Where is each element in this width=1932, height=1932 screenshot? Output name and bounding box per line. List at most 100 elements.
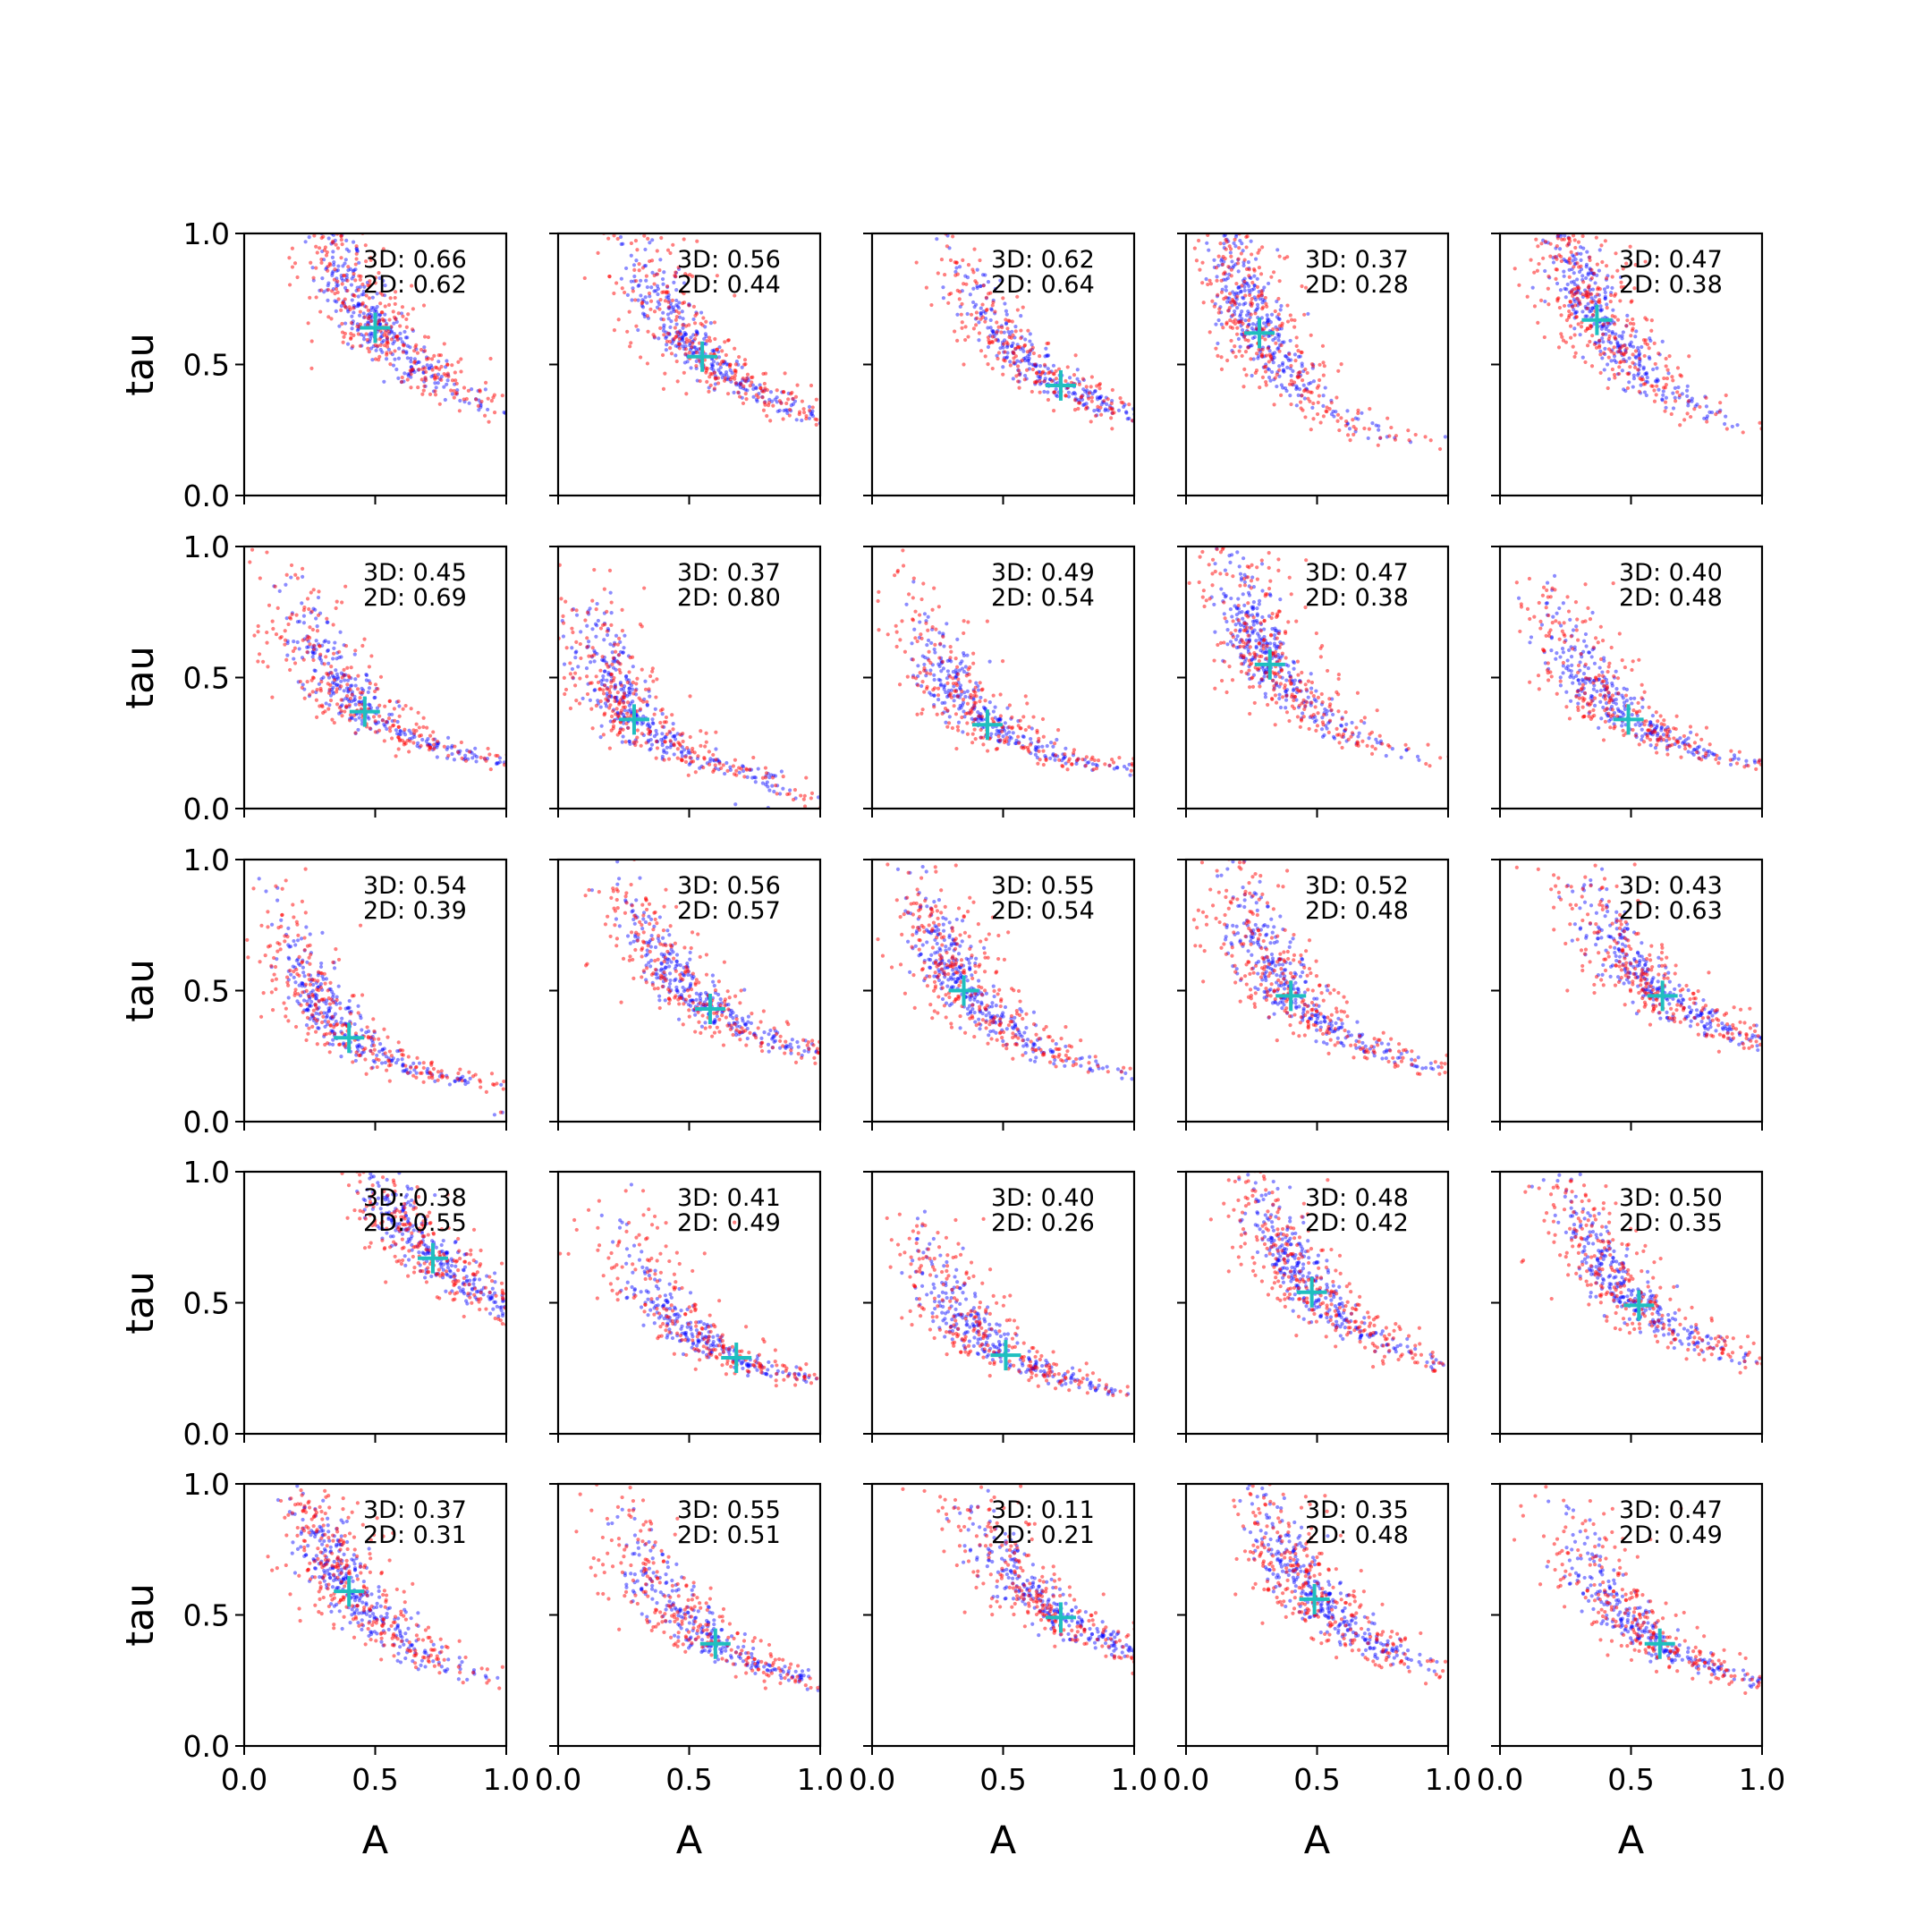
red-point (832, 496, 835, 500)
red-point (822, 783, 826, 786)
y-tick-label: 0.5 (183, 348, 230, 383)
red-point (518, 820, 521, 824)
red-point (662, 387, 665, 391)
blue-point (518, 407, 521, 411)
blue-point (300, 601, 303, 605)
red-point (1309, 334, 1313, 337)
red-point (397, 311, 401, 315)
red-point (602, 691, 606, 695)
red-point (1597, 339, 1601, 343)
blue-point (1642, 367, 1646, 370)
red-point (1774, 488, 1777, 492)
red-point (648, 308, 652, 311)
red-point (1292, 326, 1296, 329)
red-point (332, 652, 335, 656)
blue-point (832, 421, 835, 425)
blue-point (1256, 277, 1259, 281)
red-point (605, 610, 608, 614)
blue-point (1605, 302, 1608, 306)
red-point (1607, 335, 1611, 338)
red-point (1262, 326, 1266, 330)
red-point (832, 778, 835, 782)
blue-point (1146, 771, 1149, 775)
blue-point (382, 380, 386, 384)
red-point (1536, 269, 1539, 273)
blue-point (832, 447, 835, 451)
blue-point (1146, 774, 1149, 777)
blue-point (1146, 785, 1149, 789)
blue-point (1218, 225, 1222, 228)
red-point (323, 662, 326, 665)
blue-point (1566, 283, 1570, 286)
red-point (832, 453, 835, 456)
red-point (488, 357, 492, 360)
red-point (832, 419, 835, 422)
blue-point (1685, 394, 1689, 398)
blue-point (1146, 769, 1149, 773)
red-point (278, 636, 282, 640)
blue-point (646, 704, 649, 708)
blue-point (775, 395, 779, 399)
red-point (1146, 425, 1149, 428)
blue-point (714, 747, 717, 750)
blue-point (650, 238, 654, 242)
blue-point (614, 634, 618, 638)
blue-point (1301, 361, 1304, 365)
red-point (1097, 383, 1101, 386)
blue-point (1128, 774, 1131, 777)
red-point (1244, 350, 1248, 353)
red-point (355, 252, 359, 256)
blue-point (1146, 507, 1149, 511)
red-point (333, 678, 336, 682)
red-point (568, 661, 572, 665)
blue-point (1221, 218, 1224, 222)
red-point (1238, 218, 1241, 222)
blue-point (1081, 387, 1085, 391)
blue-point (682, 331, 686, 335)
red-point (608, 703, 612, 707)
red-point (1589, 300, 1593, 303)
red-point (620, 608, 623, 612)
red-point (1654, 362, 1657, 366)
red-point (348, 703, 352, 707)
red-point (671, 727, 674, 731)
blue-point (1609, 359, 1613, 362)
red-point (401, 739, 404, 742)
blue-point (1004, 309, 1008, 313)
red-point (1599, 243, 1603, 247)
blue-point (518, 818, 521, 821)
red-point (1146, 457, 1149, 461)
red-point (1611, 314, 1614, 318)
blue-point (1460, 460, 1463, 463)
red-point (1564, 341, 1568, 344)
red-point (668, 346, 672, 350)
red-point (366, 338, 369, 342)
red-point (1582, 218, 1586, 222)
red-point (1019, 328, 1022, 332)
red-point (385, 334, 388, 337)
red-point (612, 657, 615, 660)
red-point (518, 794, 521, 798)
red-point (1146, 451, 1149, 454)
blue-point (1146, 423, 1149, 427)
blue-point (590, 627, 594, 631)
red-point (562, 622, 565, 625)
blue-point (614, 668, 617, 672)
blue-point (668, 326, 672, 329)
red-point (1295, 344, 1299, 348)
red-point (1655, 385, 1658, 388)
red-point (1146, 462, 1149, 465)
red-point (627, 218, 631, 222)
red-point (1146, 489, 1149, 493)
blue-point (599, 735, 603, 739)
red-point (749, 384, 752, 387)
red-point (1676, 366, 1680, 369)
blue-point (1218, 218, 1222, 222)
red-point (694, 770, 698, 774)
red-point (693, 337, 697, 341)
blue-point (1212, 258, 1216, 262)
red-point (1725, 427, 1729, 430)
blue-point (362, 337, 366, 341)
red-point (407, 750, 411, 753)
